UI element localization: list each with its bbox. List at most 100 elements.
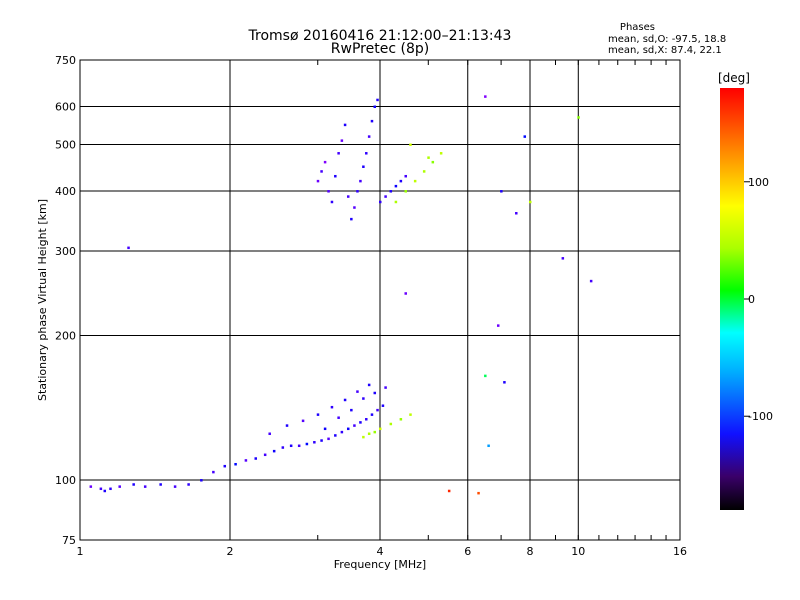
- data-point: [362, 435, 365, 439]
- data-point: [346, 427, 350, 431]
- data-point: [350, 217, 353, 221]
- data-point: [515, 212, 518, 215]
- data-point: [159, 483, 162, 486]
- cluster: [268, 383, 387, 436]
- data-point: [353, 206, 356, 209]
- data-point: [362, 165, 365, 168]
- data-point: [487, 444, 490, 448]
- y-axis-label: Stationary phase Virtual Height [km]: [36, 199, 49, 401]
- data-point: [323, 160, 327, 164]
- legend-line-o: mean, sd,O: -97.5, 18.8: [608, 34, 726, 45]
- y-tick-label: 500: [55, 139, 76, 152]
- data-point: [118, 485, 121, 488]
- data-point: [272, 449, 276, 453]
- data-point: [370, 119, 374, 123]
- y-axis-ticks: 75 100 200 300 400 500 600 750: [55, 54, 76, 547]
- data-point: [427, 156, 430, 159]
- colorbar: [720, 88, 744, 510]
- cluster: [127, 95, 593, 495]
- data-point: [143, 485, 147, 488]
- data-point: [399, 418, 403, 421]
- data-point: [413, 179, 417, 183]
- data-point: [353, 424, 356, 427]
- data-point: [346, 195, 350, 198]
- data-point: [343, 398, 347, 402]
- data-point: [254, 457, 257, 460]
- colorbar-label: [deg]: [718, 71, 750, 85]
- data-point: [359, 179, 362, 183]
- data-point: [389, 190, 393, 193]
- data-point: [439, 152, 443, 155]
- data-point: [356, 390, 359, 393]
- data-point: [263, 453, 267, 457]
- data-point: [523, 135, 527, 138]
- data-point: [379, 427, 382, 431]
- cluster: [362, 413, 412, 439]
- data-point: [373, 105, 377, 109]
- colorbar-ticks: 100 0 -100: [744, 176, 773, 423]
- x-axis-ticks: 1 2 4 6 8 10 16: [77, 60, 687, 558]
- cluster: [316, 98, 407, 221]
- data-point: [404, 174, 407, 178]
- data-point: [323, 427, 327, 431]
- y-tick-label: 200: [55, 330, 76, 343]
- data-point: [367, 383, 371, 387]
- data-point: [365, 418, 368, 421]
- data-point: [316, 413, 320, 416]
- grid: [80, 60, 680, 540]
- y-tick-label: 75: [62, 534, 76, 547]
- x-tick-label: 4: [377, 545, 384, 558]
- data-point: [234, 462, 237, 466]
- cluster: [394, 143, 443, 204]
- cluster: [89, 404, 385, 493]
- data-point: [330, 405, 334, 409]
- data-point: [301, 419, 305, 423]
- data-point: [327, 437, 330, 441]
- x-tick-label: 2: [227, 545, 234, 558]
- chart-subtitle: RwPretec (8p): [331, 41, 429, 57]
- data-point: [313, 441, 316, 444]
- data-point: [285, 424, 289, 427]
- x-tick-label: 10: [571, 545, 585, 558]
- data-point: [109, 487, 112, 491]
- data-point: [409, 143, 412, 147]
- x-tick-label: 8: [527, 545, 534, 558]
- data-point: [422, 170, 426, 173]
- data-point: [359, 421, 362, 424]
- data-point: [340, 430, 344, 434]
- data-point: [268, 432, 271, 436]
- data-point: [356, 190, 359, 193]
- data-point: [334, 174, 337, 178]
- x-tick-label: 16: [673, 545, 687, 558]
- data-point: [376, 98, 379, 102]
- data-point: [173, 485, 177, 488]
- data-point: [409, 413, 412, 416]
- data-point: [320, 439, 323, 442]
- data-point: [212, 470, 215, 474]
- data-point: [381, 404, 385, 407]
- data-point: [127, 246, 130, 250]
- data-point: [373, 391, 377, 395]
- data-point: [370, 413, 374, 416]
- data-point: [337, 416, 340, 419]
- data-point: [367, 135, 371, 138]
- x-tick-label: 1: [77, 545, 84, 558]
- data-point: [399, 179, 403, 183]
- data-point: [320, 170, 323, 173]
- y-tick-label: 400: [55, 185, 76, 198]
- data-point: [334, 434, 337, 437]
- legend-line-x: mean, sd,X: 87.4, 22.1: [608, 45, 722, 56]
- data-point: [343, 123, 347, 127]
- data-point: [404, 292, 407, 295]
- chart-title: Tromsø 20160416 21:12:00–21:13:43: [248, 28, 512, 44]
- data-point: [589, 279, 593, 283]
- data-point: [503, 381, 506, 384]
- colorbar-tick-label: 100: [748, 176, 769, 189]
- data-point: [337, 152, 340, 155]
- legend-title: Phases: [620, 22, 655, 33]
- data-point: [376, 408, 379, 412]
- data-point: [244, 459, 248, 462]
- data-point: [340, 139, 344, 142]
- y-tick-label: 750: [55, 54, 76, 67]
